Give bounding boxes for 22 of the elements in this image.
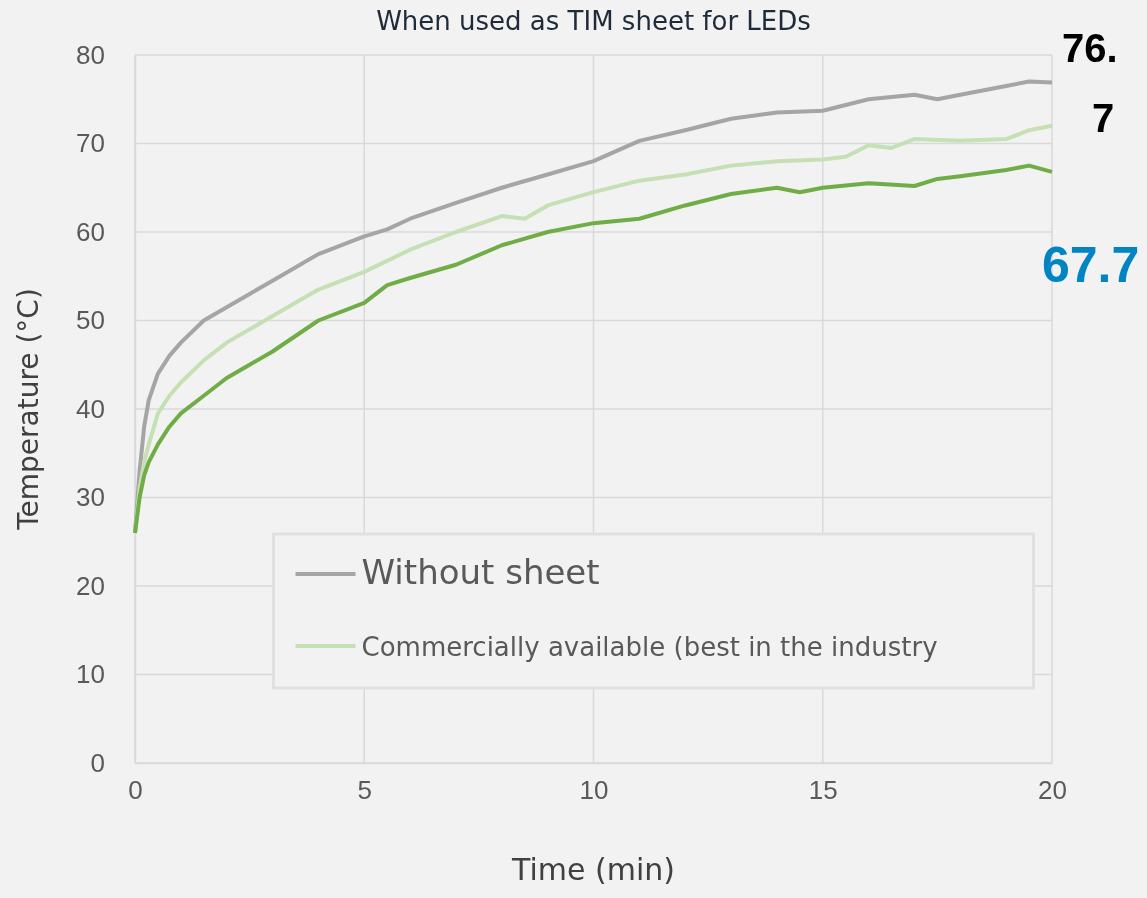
chart-title: When used as TIM sheet for LEDs [376,6,811,36]
annotation: 67.7 [1042,237,1140,293]
x-axis-title: Time (min) [511,852,675,887]
x-tick-label: 0 [128,775,143,806]
y-tick-label: 50 [76,305,105,336]
x-tick-label: 20 [1038,775,1067,806]
y-tick-label: 70 [76,128,105,159]
y-tick-label: 60 [76,216,105,247]
legend-label: Without sheet [361,552,600,592]
x-tick-label: 5 [357,775,372,806]
text: 7 [1092,96,1115,140]
y-tick-label: 80 [76,39,105,70]
x-tick-label: 10 [579,775,609,806]
legend-label: Commercially available (best in the industry [361,632,938,662]
y-tick-label: 30 [76,482,105,513]
y-tick-label: 10 [76,659,105,690]
y-axis-title: Temperature (°C) [12,288,45,531]
x-tick-label: 15 [808,775,838,806]
text: 76. [1062,26,1118,70]
y-tick-label: 20 [76,570,105,601]
y-tick-label: 40 [76,393,105,424]
y-tick-label: 0 [90,747,105,778]
